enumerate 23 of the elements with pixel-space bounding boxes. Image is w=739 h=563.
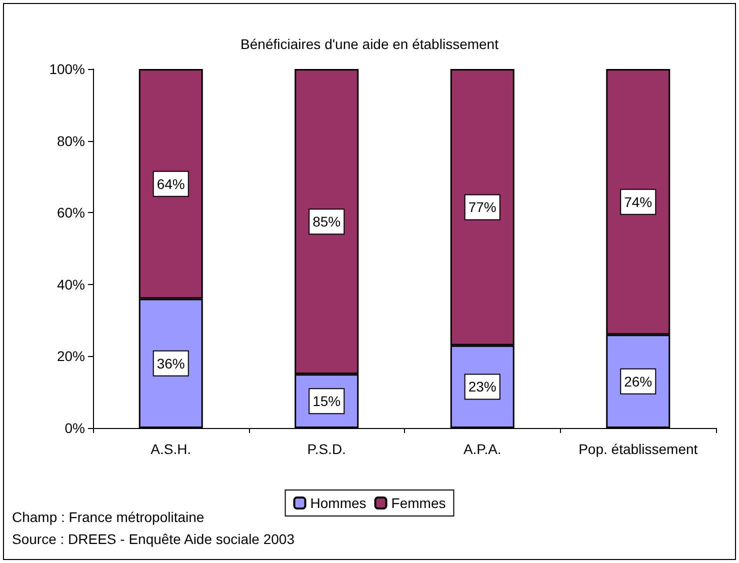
x-tick-label: Pop. établissement — [578, 441, 698, 457]
y-tick-label: 100% — [49, 61, 85, 77]
y-tick-label: 80% — [56, 132, 85, 149]
data-label: 15% — [312, 393, 341, 410]
text: Champ : France métropolitaine — [12, 508, 206, 527]
legend-label: Hommes — [310, 495, 366, 511]
data-label: 77% — [468, 199, 496, 216]
source-note: Source : DREES - Enquête Aide sociale 2003 — [12, 530, 295, 549]
x-tick-label: A.S.H. — [150, 441, 192, 457]
y-tick-label: 20% — [56, 348, 85, 364]
data-label: 64% — [156, 176, 185, 192]
chart-title: Bénéficiaires d'une aide en établissement — [240, 36, 499, 52]
data-label: 23% — [468, 378, 496, 395]
data-label: 36% — [156, 355, 185, 372]
data-label: 26% — [624, 373, 652, 390]
data-label: 85% — [312, 214, 341, 230]
y-tick-label: 0% — [64, 420, 85, 436]
x-tick-label: A.P.A. — [463, 441, 502, 457]
y-tick-label: 40% — [56, 276, 85, 292]
x-tick-label: P.S.D. — [307, 441, 346, 457]
y-tick-label: 60% — [56, 204, 85, 221]
data-label: 74% — [624, 194, 652, 210]
legend-label: Femmes — [391, 495, 446, 511]
